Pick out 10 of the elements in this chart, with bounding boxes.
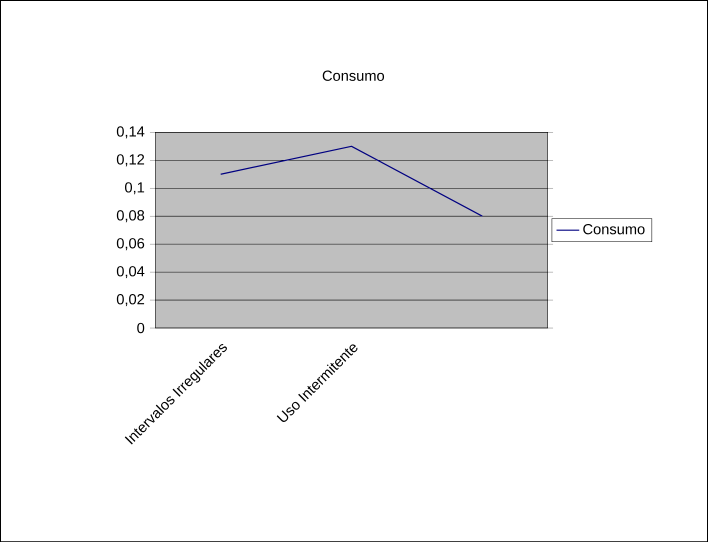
y-tick-label: 0,14 (116, 126, 144, 138)
y-tick-label: 0,02 (116, 294, 144, 306)
legend-label: Consumo (583, 224, 645, 234)
y-tick-label: 0 (137, 322, 144, 334)
chart-title: Consumo (322, 70, 384, 81)
y-tick-label: 0,12 (116, 154, 144, 166)
y-tick-label: 0,08 (116, 210, 144, 222)
y-tick-label: 0,04 (116, 266, 144, 278)
y-tick-label: 0,1 (125, 182, 144, 194)
y-tick-label: 0,06 (116, 238, 144, 250)
